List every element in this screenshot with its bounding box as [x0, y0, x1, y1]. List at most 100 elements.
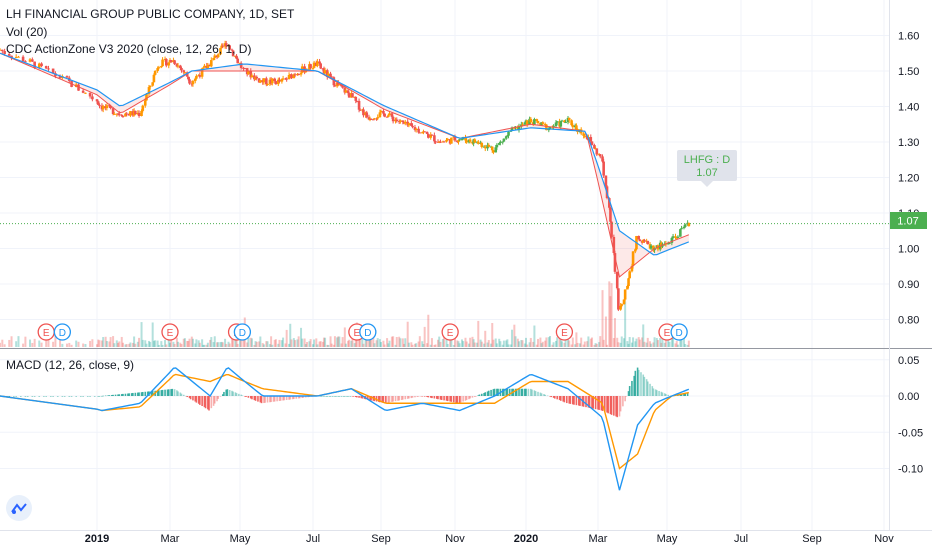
macd-histogram-bar: [335, 396, 337, 397]
candle-body: [250, 75, 254, 78]
volume-bar: [521, 340, 524, 347]
volume-bar: [84, 344, 87, 347]
volume-bar: [301, 338, 304, 347]
macd-histogram-bar: [618, 396, 621, 417]
macd-histogram-bar: [112, 394, 114, 396]
macd-histogram-bar: [449, 396, 451, 402]
macd-histogram-bar: [667, 394, 670, 396]
macd-histogram-bar: [475, 396, 477, 397]
volume-bar: [350, 340, 353, 347]
volume-bar: [520, 340, 523, 347]
volume-bar: [441, 338, 444, 347]
candle-body: [541, 122, 545, 124]
macd-histogram-bar: [260, 396, 263, 404]
macd-histogram-bar: [305, 396, 307, 398]
macd-histogram-bar: [439, 396, 442, 400]
candle-body: [262, 78, 266, 83]
macd-legend[interactable]: MACD (12, 26, close, 9): [6, 358, 135, 372]
candle-body: [379, 110, 383, 113]
volume-bar: [128, 343, 131, 347]
tradingview-logo-icon[interactable]: [6, 495, 32, 521]
price-tick-label: 1.30: [898, 137, 919, 149]
volume-bar: [161, 344, 164, 347]
volume-bar: [589, 338, 592, 347]
volume-bar: [144, 340, 147, 347]
volume-bar: [109, 337, 112, 347]
volume-bar: [140, 322, 143, 347]
macd-histogram-bar: [323, 396, 325, 397]
volume-bar: [242, 338, 245, 347]
macd-histogram-bar: [591, 396, 593, 409]
volume-bar: [354, 337, 357, 347]
volume-bar: [240, 338, 243, 347]
macd-histogram-bar: [543, 394, 545, 396]
macd-histogram-bar: [607, 396, 609, 414]
volume-bar: [684, 344, 687, 347]
volume-bar: [427, 314, 430, 347]
candle-body: [243, 68, 247, 70]
volume-bar: [601, 290, 604, 347]
macd-histogram-bar: [578, 396, 580, 406]
macd-histogram-bar: [122, 393, 124, 396]
macd-histogram-bar: [552, 396, 555, 398]
time-tick-label: Mar: [589, 533, 608, 545]
candle-body: [224, 43, 228, 47]
volume-bar: [437, 339, 440, 347]
price-tick-label: 1.50: [898, 66, 919, 78]
macd-histogram-bar: [585, 396, 587, 408]
candle-body: [593, 144, 596, 149]
volume-bar: [464, 337, 467, 347]
volume-bar: [612, 338, 615, 347]
macd-histogram-bar: [176, 390, 178, 396]
volume-bar: [230, 338, 233, 347]
candle-body: [3, 51, 6, 54]
volume-bar: [630, 342, 633, 347]
volume-bar: [271, 344, 274, 347]
candle-body: [365, 112, 369, 118]
macd-histogram-bar: [282, 396, 284, 401]
volume-bar: [348, 339, 351, 347]
price-tick-label: 1.20: [898, 173, 919, 185]
candle-body: [369, 118, 373, 120]
volume-bar: [373, 343, 376, 347]
candle-body: [51, 68, 55, 74]
volume-bar: [182, 338, 185, 347]
volume-legend[interactable]: Vol (20): [6, 25, 48, 39]
macd-histogram-bar: [506, 388, 509, 396]
macd-histogram-bar: [344, 396, 346, 397]
volume-bar: [423, 326, 426, 347]
macd-histogram-bar: [521, 388, 524, 396]
candle-body: [620, 304, 624, 306]
candle-body: [427, 133, 430, 138]
macd-histogram-bar: [19, 396, 22, 397]
volume-bar: [413, 343, 416, 347]
candle-body: [357, 100, 361, 110]
volume-bar: [499, 341, 502, 347]
cdc-actionzone-legend[interactable]: CDC ActionZone V3 2020 (close, 12, 26, 1…: [6, 42, 252, 56]
volume-bar: [361, 339, 364, 347]
volume-bar: [608, 281, 611, 347]
candle-body: [372, 119, 375, 121]
volume-bar: [472, 339, 475, 347]
macd-histogram-bar: [319, 396, 322, 397]
candle-body: [680, 228, 683, 230]
candle-body: [95, 99, 99, 102]
macd-tick-label: 0.05: [898, 355, 919, 367]
volume-bar: [491, 323, 494, 347]
volume-bar: [300, 327, 303, 347]
event-markers: EEEEEEEDDDD: [37, 323, 688, 341]
volume-bar: [587, 336, 590, 347]
macd-histogram-bar: [483, 393, 485, 396]
volume-bar: [77, 341, 80, 347]
macd-histogram-bar: [496, 388, 498, 396]
volume-bar: [253, 344, 256, 347]
volume-bar: [118, 341, 121, 347]
volume-bar: [259, 336, 262, 347]
candle-body: [0, 49, 2, 51]
volume-bar: [157, 344, 160, 347]
candle-body: [536, 121, 540, 124]
price-axis[interactable]: 1.601.501.401.301.201.101.000.900.800.05…: [898, 31, 923, 476]
volume-bar: [309, 339, 312, 347]
time-axis[interactable]: 2019 Mar May Jul Sep Nov 2020 Mar May Jul Sep Nov: [85, 533, 895, 545]
